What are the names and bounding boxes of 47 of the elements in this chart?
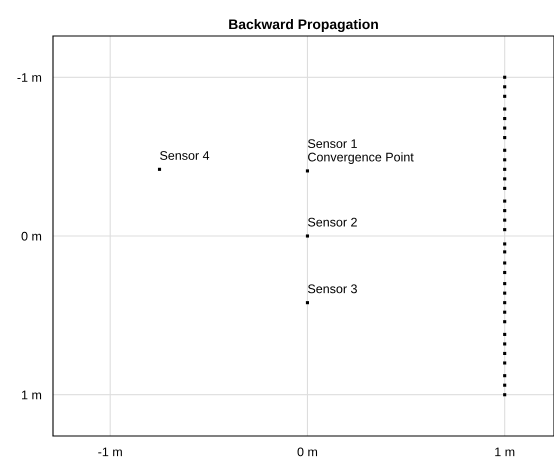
x-tick-label: 0 m <box>298 447 318 456</box>
point <box>306 169 309 172</box>
point <box>503 282 506 286</box>
point <box>503 250 506 254</box>
point <box>503 148 506 152</box>
x-tick-label: -1 m <box>98 448 122 456</box>
point <box>503 218 506 222</box>
point <box>503 126 506 130</box>
series-label: Sensor 4 <box>160 151 210 160</box>
point <box>503 261 506 265</box>
point <box>503 310 506 314</box>
point <box>503 116 506 120</box>
point <box>503 361 506 365</box>
y-tick-label: -1 m <box>17 73 42 82</box>
point <box>503 292 506 295</box>
point <box>503 320 506 324</box>
y-tick-label: 0 m <box>22 232 42 241</box>
point <box>503 228 506 232</box>
point <box>503 384 506 387</box>
point <box>503 186 506 190</box>
point <box>503 136 506 140</box>
point <box>503 393 506 396</box>
point <box>503 85 506 88</box>
point <box>503 177 506 180</box>
point <box>503 168 506 171</box>
series-label: Sensor 2 <box>308 218 357 227</box>
point <box>503 209 506 212</box>
chart-title: Backward Propagation <box>229 18 378 32</box>
point <box>306 234 309 238</box>
point <box>503 301 506 304</box>
point <box>503 342 506 346</box>
point <box>503 270 506 274</box>
series-label: Sensor 3 <box>308 284 357 294</box>
x-tick-label: 1 m <box>495 448 514 456</box>
series-label: Sensor 1 Convergence Point <box>308 139 414 164</box>
point <box>503 374 506 378</box>
point <box>503 158 506 162</box>
y-tick-label: 1 m <box>22 390 42 400</box>
point <box>306 301 309 304</box>
point <box>503 242 506 246</box>
point <box>503 332 506 336</box>
point <box>503 94 506 98</box>
point <box>158 168 162 171</box>
point <box>503 200 506 203</box>
point <box>503 352 506 356</box>
point <box>503 107 506 111</box>
point <box>503 76 506 79</box>
